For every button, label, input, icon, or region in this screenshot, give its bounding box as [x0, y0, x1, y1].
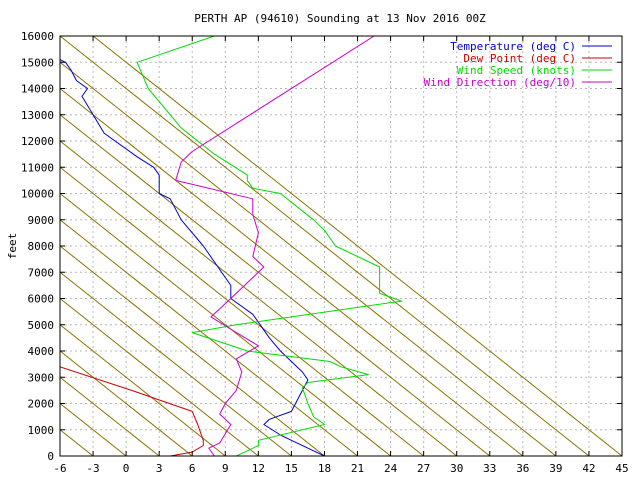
dry-adiabat-line: [60, 245, 325, 456]
dry-adiabat-line: [92, 36, 622, 456]
dry-adiabat-line: [60, 87, 524, 456]
series-line-1: [60, 366, 204, 456]
y-axis-label: feet: [6, 233, 19, 260]
y-tick-label: 2000: [28, 398, 55, 411]
dry-adiabat-line: [60, 192, 391, 456]
dry-adiabat-line: [60, 350, 193, 456]
y-tick-label: 15000: [21, 56, 54, 69]
x-tick-label: 12: [252, 462, 265, 475]
legend-label-3: Wind Direction (deg/10): [424, 76, 576, 89]
legend-label-2: Wind Speed (knots): [457, 64, 576, 77]
series-line-0: [60, 59, 325, 456]
dry-adiabat-line: [60, 61, 557, 456]
y-tick-label: 11000: [21, 161, 54, 174]
y-tick-label: 4000: [28, 345, 55, 358]
x-tick-label: 24: [384, 462, 398, 475]
x-tick-label: -6: [53, 462, 66, 475]
dry-adiabats: [60, 36, 622, 456]
x-tick-label: 36: [516, 462, 529, 475]
series-line-2: [136, 36, 403, 456]
x-tick-label: 33: [483, 462, 496, 475]
y-tick-label: 7000: [28, 266, 55, 279]
y-tick-label: 8000: [28, 240, 55, 253]
y-tick-label: 9000: [28, 214, 55, 227]
x-tick-label: 15: [285, 462, 298, 475]
y-tick-label: 5000: [28, 319, 55, 332]
dry-adiabat-line: [60, 271, 292, 456]
dry-adiabat-line: [60, 376, 160, 456]
legend-label-1: Dew Point (deg C): [463, 52, 576, 65]
y-tick-label: 6000: [28, 293, 55, 306]
dry-adiabat-line: [60, 297, 259, 456]
x-tick-label: 30: [450, 462, 463, 475]
x-tick-label: 9: [222, 462, 229, 475]
grid-lines: [60, 36, 622, 456]
dry-adiabat-line: [60, 324, 226, 456]
dry-adiabat-line: [60, 114, 491, 456]
dry-adiabat-line: [60, 140, 458, 456]
y-tick-label: 16000: [21, 30, 54, 43]
dry-adiabat-line: [60, 219, 358, 456]
y-tick-label: 0: [47, 450, 54, 463]
data-series: [60, 36, 403, 456]
chart-title: PERTH AP (94610) Sounding at 13 Nov 2016…: [194, 12, 486, 25]
x-tick-label: 18: [318, 462, 331, 475]
x-tick-label: 21: [351, 462, 364, 475]
x-tick-label: 3: [156, 462, 163, 475]
x-axis-ticks: -6 -3 0 3 6 9 12 15 18 21 24 27 30 33 36 39 42 45: [53, 36, 629, 475]
x-tick-label: 0: [123, 462, 130, 475]
y-tick-label: 1000: [28, 424, 55, 437]
dry-adiabat-line: [60, 36, 590, 456]
x-tick-label: 6: [189, 462, 196, 475]
legend: Temperature (deg C)Dew Point (deg C)Wind…: [424, 40, 612, 89]
x-tick-label: -3: [86, 462, 99, 475]
x-tick-label: 27: [417, 462, 430, 475]
y-tick-label: 12000: [21, 135, 54, 148]
y-tick-label: 13000: [21, 109, 54, 122]
dry-adiabat-line: [60, 166, 424, 456]
legend-label-0: Temperature (deg C): [450, 40, 576, 53]
y-tick-label: 14000: [21, 83, 54, 96]
y-tick-label: 10000: [21, 188, 54, 201]
y-axis-ticks: 0 1000 2000 3000 4000 5000 6000 7000 8000 9000 100…: [21, 30, 622, 463]
series-line-3: [175, 36, 375, 456]
x-tick-label: 45: [615, 462, 628, 475]
x-tick-label: 42: [582, 462, 595, 475]
x-tick-label: 39: [549, 462, 562, 475]
y-tick-label: 3000: [28, 371, 55, 384]
